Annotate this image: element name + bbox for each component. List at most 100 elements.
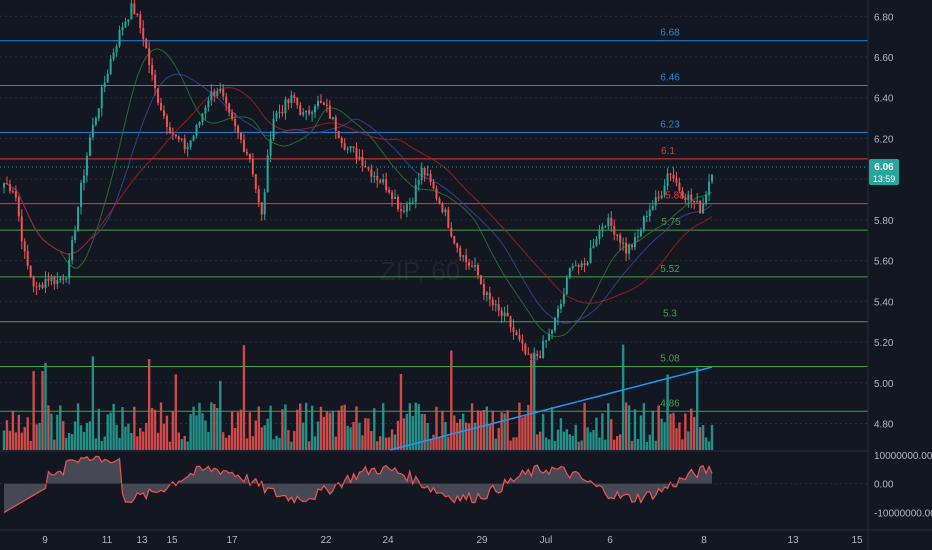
candle-body bbox=[631, 244, 634, 248]
candle-body bbox=[305, 110, 308, 113]
candle-body bbox=[260, 202, 263, 215]
volume-bar bbox=[479, 411, 483, 450]
volume-bar bbox=[112, 403, 115, 450]
volume-bar bbox=[704, 437, 708, 450]
candle-body bbox=[633, 237, 636, 248]
candle-body bbox=[68, 260, 71, 279]
volume-bar bbox=[301, 422, 305, 450]
candle-body bbox=[124, 21, 127, 28]
volume-bar bbox=[447, 436, 450, 450]
candle-body bbox=[420, 168, 423, 180]
volume-bar bbox=[586, 427, 589, 450]
volume-bar bbox=[73, 421, 77, 450]
candle-body bbox=[411, 202, 414, 204]
candle-body bbox=[29, 265, 32, 277]
candle-body bbox=[293, 95, 296, 98]
candle-body bbox=[346, 148, 349, 150]
volume-bar bbox=[293, 431, 296, 450]
volume-bar bbox=[456, 422, 459, 450]
volume-bar bbox=[103, 436, 106, 450]
volume-bar bbox=[645, 441, 649, 450]
volume-bar bbox=[580, 440, 583, 450]
candle-body bbox=[56, 280, 59, 284]
volume-bar bbox=[254, 420, 257, 450]
candle-body bbox=[136, 13, 139, 15]
volume-bar bbox=[334, 436, 337, 450]
volume-bar bbox=[408, 403, 412, 450]
candle-body bbox=[607, 217, 610, 227]
volume-bar bbox=[183, 435, 186, 450]
volume-bar bbox=[38, 422, 41, 450]
candle-body bbox=[708, 181, 711, 195]
candle-body bbox=[559, 303, 562, 309]
candle-body bbox=[447, 209, 450, 228]
candle-body bbox=[595, 239, 598, 246]
volume-bar bbox=[186, 441, 189, 450]
candle-body bbox=[210, 91, 213, 101]
volume-bar bbox=[136, 436, 139, 450]
volume-bar bbox=[509, 440, 512, 450]
candle-body bbox=[47, 278, 50, 281]
candle-body bbox=[500, 310, 503, 317]
candle-body bbox=[408, 202, 411, 205]
volume-bar bbox=[621, 344, 625, 450]
candle-body bbox=[254, 174, 257, 190]
candle-body bbox=[139, 14, 142, 28]
volume-bar bbox=[331, 411, 335, 450]
volume-bar bbox=[65, 437, 68, 450]
candle-body bbox=[423, 168, 426, 176]
volume-bar bbox=[627, 405, 631, 450]
candle-body bbox=[399, 209, 402, 211]
candle-body bbox=[616, 234, 619, 236]
x-tick-label: 17 bbox=[226, 535, 238, 546]
candle-body bbox=[542, 341, 545, 358]
volume-bar bbox=[485, 406, 489, 450]
candle-body bbox=[678, 182, 681, 191]
volume-bar bbox=[506, 410, 509, 450]
candle-body bbox=[474, 264, 477, 267]
volume-bar bbox=[639, 415, 643, 450]
candle-body bbox=[349, 146, 352, 149]
volume-bar bbox=[281, 409, 284, 450]
volume-bar bbox=[574, 424, 577, 450]
candle-body bbox=[414, 184, 417, 203]
volume-bar bbox=[381, 403, 385, 450]
candle-body bbox=[343, 143, 346, 150]
level-label: 6.68 bbox=[660, 28, 680, 39]
volume-bar bbox=[693, 416, 696, 450]
candle-body bbox=[417, 179, 420, 185]
candle-body bbox=[35, 286, 38, 288]
volume-bar bbox=[47, 405, 50, 450]
candle-body bbox=[648, 209, 651, 216]
volume-bar bbox=[219, 380, 222, 450]
candle-body bbox=[402, 210, 405, 212]
candle-body bbox=[604, 226, 607, 228]
x-tick-label: 11 bbox=[102, 535, 113, 546]
candle-body bbox=[127, 19, 130, 22]
volume-bar bbox=[376, 441, 379, 450]
volume-bar bbox=[20, 432, 23, 450]
candle-body bbox=[675, 178, 678, 183]
candle-body bbox=[524, 343, 527, 354]
volume-bar bbox=[230, 411, 234, 450]
oscillator-line bbox=[3, 455, 713, 514]
volume-bar bbox=[432, 434, 435, 450]
volume-bar bbox=[556, 429, 560, 450]
level-label: 6.23 bbox=[660, 119, 680, 130]
candle-body bbox=[636, 236, 639, 238]
volume-bar bbox=[343, 404, 346, 450]
volume-bar bbox=[216, 408, 219, 450]
volume-bar bbox=[115, 424, 118, 450]
candle-body bbox=[536, 354, 539, 356]
volume-bar bbox=[153, 409, 157, 450]
volume-bar bbox=[26, 417, 29, 450]
candle-body bbox=[660, 195, 663, 198]
volume-bar bbox=[687, 431, 690, 450]
candle-body bbox=[438, 198, 441, 204]
volume-bar bbox=[142, 431, 145, 450]
candle-body bbox=[82, 175, 85, 183]
volume-bar bbox=[127, 423, 130, 450]
candle-body bbox=[130, 3, 133, 20]
